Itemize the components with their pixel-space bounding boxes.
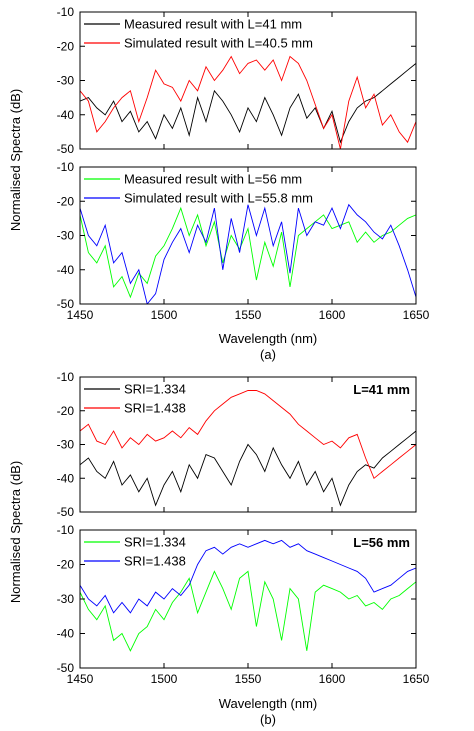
y-axis-label-top: Normalised Spectra (dB) bbox=[8, 89, 23, 231]
panel-a-top: -10 -20 -30 -40 -50 Measured result with L=41… bbox=[57, 5, 417, 156]
legend-label: Measured result with L=56 mm bbox=[124, 172, 302, 187]
series-line-1 bbox=[80, 206, 416, 299]
legend-label: SRI=1.438 bbox=[124, 401, 186, 416]
y-tick-label: -20 bbox=[57, 558, 75, 572]
y-tick-label: -40 bbox=[57, 627, 75, 641]
series-line-2 bbox=[80, 390, 416, 480]
y-tick-label: -50 bbox=[57, 661, 75, 675]
y-tick-label: -30 bbox=[57, 592, 75, 606]
x-axis-label-bottom: Wavelength (nm) bbox=[219, 696, 318, 711]
x-tick-label: 1450 bbox=[67, 308, 94, 322]
plot-frame bbox=[79, 529, 417, 669]
y-tick-label: -20 bbox=[57, 194, 75, 208]
y-tick-label: -10 bbox=[57, 523, 75, 537]
y-tick-label: -40 bbox=[57, 108, 75, 122]
y-tick-label: -50 bbox=[57, 297, 75, 311]
length-annotation: L=56 mm bbox=[353, 535, 410, 550]
legend-label: SRI=1.438 bbox=[124, 554, 186, 569]
panel-b-top: -10 -20 -30 -40 -50 SRI=1.334 SRI=1.438 L=41 mm bbox=[57, 370, 417, 519]
legend-label: Simulated result with L=40.5 mm bbox=[124, 36, 313, 51]
x-tick-label: 1500 bbox=[151, 672, 178, 686]
y-tick-label: -30 bbox=[57, 74, 75, 88]
x-tick-label: 1500 bbox=[151, 308, 178, 322]
y-tick-label: -10 bbox=[57, 160, 75, 174]
legend-label: SRI=1.334 bbox=[124, 535, 186, 550]
caption-b: (b) bbox=[260, 712, 276, 727]
x-tick-label: 1650 bbox=[403, 308, 430, 322]
y-tick-label: -20 bbox=[57, 404, 75, 418]
y-tick-label: -50 bbox=[57, 142, 75, 156]
caption-a: (a) bbox=[260, 347, 276, 362]
legend-label: SRI=1.334 bbox=[124, 382, 186, 397]
y-tick-label: -10 bbox=[57, 370, 75, 384]
series-line-1 bbox=[80, 570, 416, 652]
y-tick-label: -10 bbox=[57, 5, 75, 19]
series-line-2 bbox=[80, 539, 416, 614]
y-tick-label: -40 bbox=[57, 263, 75, 277]
y-tick-label: -30 bbox=[57, 229, 75, 243]
series-line-2 bbox=[80, 203, 416, 304]
x-tick-label: 1650 bbox=[403, 672, 430, 686]
x-tick-label: 1450 bbox=[67, 672, 94, 686]
y-axis-label-bottom: Normalised Spectra (dB) bbox=[8, 461, 23, 603]
y-tick-label: -40 bbox=[57, 471, 75, 485]
y-tick-label: -30 bbox=[57, 438, 75, 452]
legend-label: Simulated result with L=55.8 mm bbox=[124, 191, 313, 206]
y-tick-label: -50 bbox=[57, 505, 75, 519]
x-axis-label-top: Wavelength (nm) bbox=[219, 331, 318, 346]
length-annotation: L=41 mm bbox=[353, 382, 410, 397]
plot-frame bbox=[79, 11, 417, 150]
x-tick-label: 1600 bbox=[319, 308, 346, 322]
x-tick-label: 1550 bbox=[235, 308, 262, 322]
x-tick-label: 1600 bbox=[319, 672, 346, 686]
series-line-2 bbox=[80, 55, 416, 149]
series-line-1 bbox=[80, 430, 416, 507]
y-tick-label: -20 bbox=[57, 39, 75, 53]
series-line-1 bbox=[80, 63, 416, 144]
legend-label: Measured result with L=41 mm bbox=[124, 17, 302, 32]
x-tick-label: 1550 bbox=[235, 672, 262, 686]
